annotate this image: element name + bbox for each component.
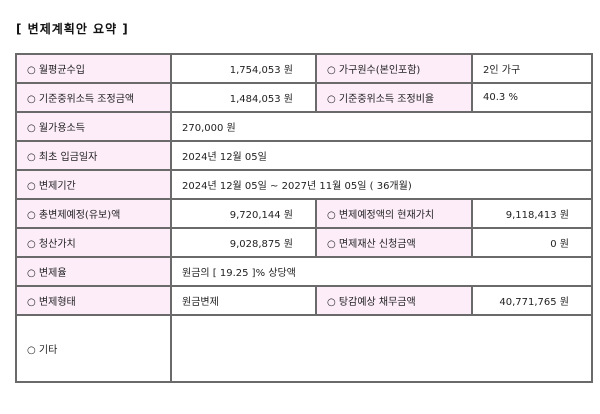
value-monthly-income: 1,754,053 원 xyxy=(170,53,317,84)
label-total-repayment: ○ 총변제예정(유보)액 xyxy=(15,198,172,229)
page-title: [ 변제계획안 요약 ] xyxy=(16,22,129,36)
label-repayment-period: ○ 변제기간 xyxy=(15,169,172,200)
value-total-repayment: 9,720,144 원 xyxy=(170,198,317,229)
label-adjusted-amount: ○ 기준중위소득 조정금액 xyxy=(15,82,172,113)
value-expected-discharge: 40,771,765 원 xyxy=(471,285,593,316)
repayment-summary-table: ○ 월평균수입 1,754,053 원 ○ 가구원수(본인포함) 2인 가구 ○… xyxy=(15,53,593,383)
label-text: 최초 입금일자 xyxy=(38,152,98,163)
table-row: ○ 기타 xyxy=(15,314,593,383)
table-row: ○ 변제형태 원금변제 ○ 탕감예상 채무금액 40,771,765 원 xyxy=(15,285,593,316)
label-monthly-income: ○ 월평균수입 xyxy=(15,53,172,84)
value-other xyxy=(170,314,593,383)
label-other: ○ 기타 xyxy=(15,314,172,383)
circle-bullet-icon: ○ xyxy=(27,268,36,279)
table-row: ○ 월가용소득 270,000 원 xyxy=(15,111,593,142)
label-repayment-type: ○ 변제형태 xyxy=(15,285,172,316)
circle-bullet-icon: ○ xyxy=(27,345,36,356)
label-exempt-property: ○ 면제재산 신청금액 xyxy=(315,227,473,258)
value-exempt-property: 0 원 xyxy=(471,227,593,258)
label-expected-discharge: ○ 탕감예상 채무금액 xyxy=(315,285,473,316)
label-adjusted-ratio: ○ 기준중위소득 조정비율 xyxy=(315,82,473,113)
value-liquidation-value: 9,028,875 원 xyxy=(170,227,317,258)
circle-bullet-icon: ○ xyxy=(27,239,36,250)
label-repayment-rate: ○ 변제율 xyxy=(15,256,172,287)
label-text: 탕감예상 채무금액 xyxy=(338,297,416,308)
value-first-deposit-date: 2024년 12월 05일 xyxy=(170,140,593,171)
label-text: 청산가치 xyxy=(38,239,76,250)
circle-bullet-icon: ○ xyxy=(327,210,336,221)
table-row: ○ 기준중위소득 조정금액 1,484,053 원 ○ 기준중위소득 조정비율 … xyxy=(15,82,593,113)
circle-bullet-icon: ○ xyxy=(27,152,36,163)
value-adjusted-ratio: 40.3 % xyxy=(471,82,593,113)
label-text: 월가용소득 xyxy=(38,123,85,134)
value-household-size: 2인 가구 xyxy=(471,53,593,84)
circle-bullet-icon: ○ xyxy=(27,210,36,221)
value-repayment-type: 원금변제 xyxy=(170,285,317,316)
circle-bullet-icon: ○ xyxy=(327,94,336,105)
circle-bullet-icon: ○ xyxy=(327,65,336,76)
label-disposable-income: ○ 월가용소득 xyxy=(15,111,172,142)
label-liquidation-value: ○ 청산가치 xyxy=(15,227,172,258)
value-present-value: 9,118,413 원 xyxy=(471,198,593,229)
table-row: ○ 월평균수입 1,754,053 원 ○ 가구원수(본인포함) 2인 가구 xyxy=(15,53,593,84)
circle-bullet-icon: ○ xyxy=(27,181,36,192)
value-repayment-period: 2024년 12월 05일 ~ 2027년 11월 05일 ( 36개월) xyxy=(170,169,593,200)
label-text: 변제예정액의 현재가치 xyxy=(338,210,435,221)
label-text: 기준중위소득 조정금액 xyxy=(38,94,135,105)
value-adjusted-amount: 1,484,053 원 xyxy=(170,82,317,113)
label-text: 총변제예정(유보)액 xyxy=(38,210,121,221)
table-row: ○ 청산가치 9,028,875 원 ○ 면제재산 신청금액 0 원 xyxy=(15,227,593,258)
circle-bullet-icon: ○ xyxy=(27,65,36,76)
table-row: ○ 변제율 원금의 [ 19.25 ]% 상당액 xyxy=(15,256,593,287)
label-first-deposit-date: ○ 최초 입금일자 xyxy=(15,140,172,171)
label-text: 월평균수입 xyxy=(38,65,85,76)
label-text: 변제기간 xyxy=(38,181,76,192)
label-text: 기준중위소득 조정비율 xyxy=(338,94,435,105)
circle-bullet-icon: ○ xyxy=(327,239,336,250)
label-present-value: ○ 변제예정액의 현재가치 xyxy=(315,198,473,229)
circle-bullet-icon: ○ xyxy=(27,123,36,134)
table-row: ○ 변제기간 2024년 12월 05일 ~ 2027년 11월 05일 ( 3… xyxy=(15,169,593,200)
label-text: 가구원수(본인포함) xyxy=(338,65,421,76)
label-text: 면제재산 신청금액 xyxy=(338,239,416,250)
label-household-size: ○ 가구원수(본인포함) xyxy=(315,53,473,84)
value-disposable-income: 270,000 원 xyxy=(170,111,593,142)
table-row: ○ 최초 입금일자 2024년 12월 05일 xyxy=(15,140,593,171)
circle-bullet-icon: ○ xyxy=(27,94,36,105)
label-text: 기타 xyxy=(38,345,58,356)
label-text: 변제형태 xyxy=(38,297,76,308)
label-text: 변제율 xyxy=(38,268,67,279)
value-repayment-rate: 원금의 [ 19.25 ]% 상당액 xyxy=(170,256,593,287)
circle-bullet-icon: ○ xyxy=(327,297,336,308)
circle-bullet-icon: ○ xyxy=(27,297,36,308)
table-row: ○ 총변제예정(유보)액 9,720,144 원 ○ 변제예정액의 현재가치 9… xyxy=(15,198,593,229)
